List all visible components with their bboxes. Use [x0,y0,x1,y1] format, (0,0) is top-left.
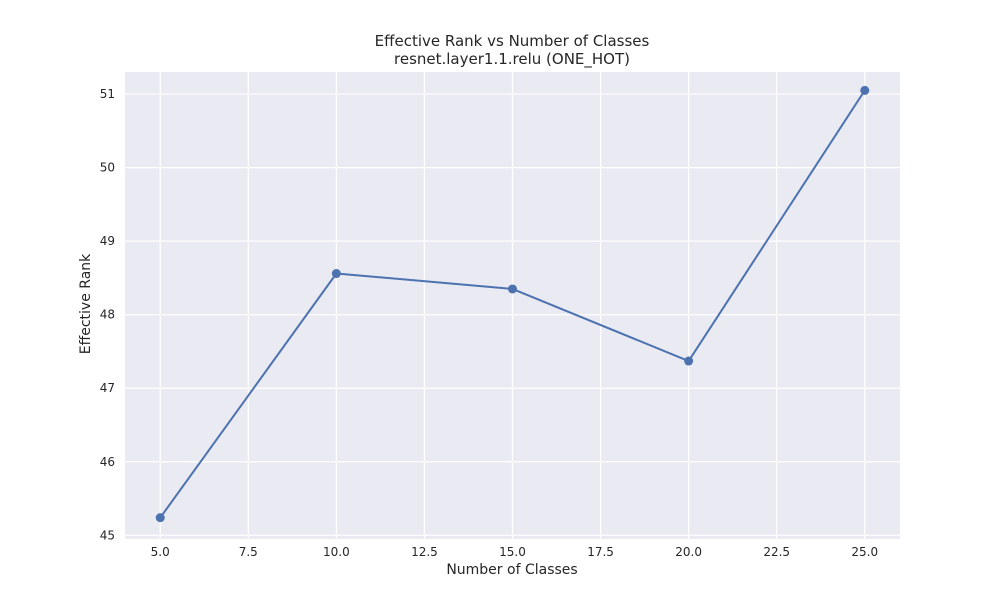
series-layer [155,85,870,523]
x-tick-label: 10.0 [323,545,350,559]
y-tick-label: 46 [100,455,115,469]
y-tick-label: 50 [100,161,115,175]
chart-title: Effective Rank vs Number of Classes [375,32,650,50]
y-grid-lines [125,93,900,536]
chart-subtitle: resnet.layer1.1.relu (ONE_HOT) [394,50,630,69]
data-point [331,269,341,279]
x-tick-label: 7.5 [239,545,258,559]
data-point [508,284,517,294]
y-tick-label: 51 [100,87,115,101]
data-point [684,356,694,366]
x-tick-labels: 5.0 7.5 10.0 12.5 15.0 17.5 20.0 22.5 25.0 [151,545,878,559]
x-grid-lines [159,72,866,539]
x-tick-label: 22.5 [763,545,790,559]
data-point [155,513,165,523]
x-tick-label: 5.0 [151,545,170,559]
y-tick-label: 45 [100,528,115,542]
data-point [860,85,870,95]
y-tick-labels: 45 46 47 48 49 50 51 [100,87,115,542]
x-tick-label: 17.5 [587,545,614,559]
y-tick-label: 48 [100,308,115,322]
x-tick-label: 15.0 [499,545,526,559]
x-tick-label: 20.0 [675,545,702,559]
y-axis-label: Effective Rank [78,253,94,354]
y-tick-label: 47 [100,381,115,395]
x-axis-label: Number of Classes [446,562,577,578]
x-tick-label: 25.0 [851,545,878,559]
y-tick-label: 49 [100,234,115,248]
x-tick-label: 12.5 [411,545,438,559]
